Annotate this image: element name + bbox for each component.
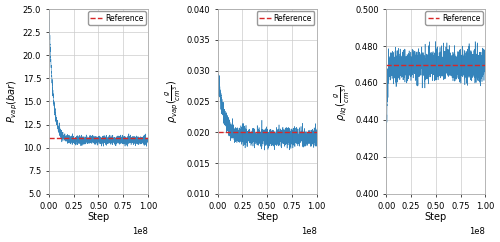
X-axis label: Step: Step	[424, 212, 447, 222]
Legend: Reference: Reference	[257, 11, 314, 25]
Legend: Reference: Reference	[426, 11, 483, 25]
X-axis label: Step: Step	[87, 212, 110, 222]
Legend: Reference: Reference	[88, 11, 146, 25]
Text: 1e8: 1e8	[470, 227, 486, 236]
Reference	[46, 137, 52, 140]
Reference	[384, 63, 390, 66]
Text: 1e8: 1e8	[300, 227, 316, 236]
X-axis label: Step: Step	[256, 212, 278, 222]
Y-axis label: $\rho_{vap}(\frac{g}{cm^3})$: $\rho_{vap}(\frac{g}{cm^3})$	[164, 80, 184, 123]
Reference	[384, 63, 390, 66]
Reference	[214, 131, 220, 134]
Reference	[214, 131, 220, 134]
Reference	[46, 137, 52, 140]
Y-axis label: $\rho_{liq}(\frac{g}{cm^3})$: $\rho_{liq}(\frac{g}{cm^3})$	[332, 82, 352, 121]
Y-axis label: $P_{vap}(bar)$: $P_{vap}(bar)$	[6, 80, 20, 123]
Text: 1e8: 1e8	[132, 227, 148, 236]
